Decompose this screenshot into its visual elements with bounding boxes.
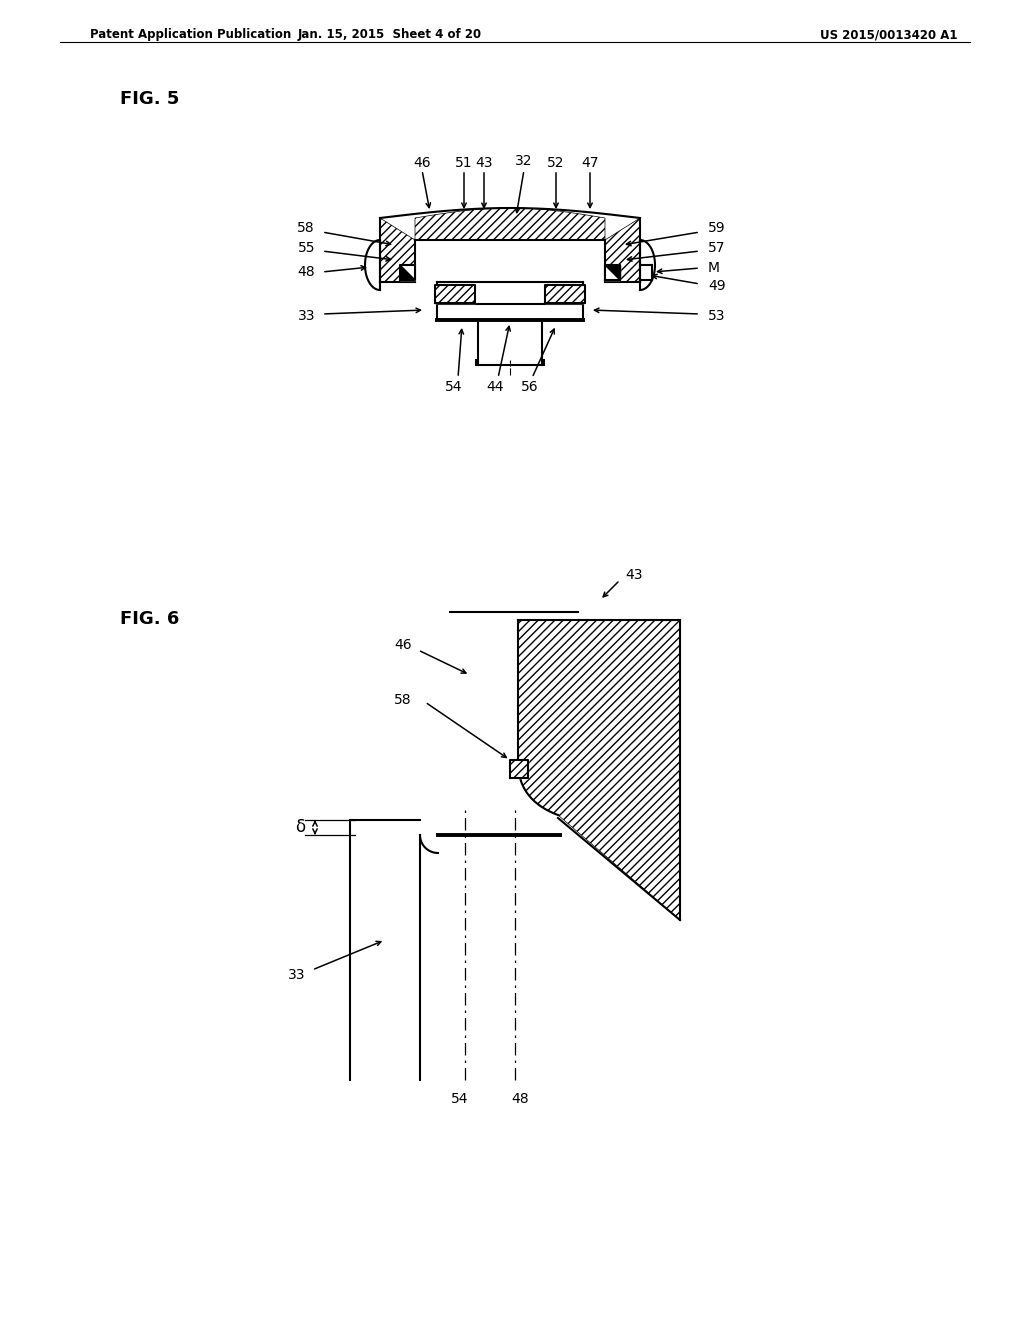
- Polygon shape: [605, 218, 640, 282]
- Text: 48: 48: [297, 265, 315, 279]
- Text: US 2015/0013420 A1: US 2015/0013420 A1: [820, 28, 957, 41]
- Polygon shape: [435, 285, 475, 304]
- Polygon shape: [510, 760, 528, 777]
- Text: M: M: [708, 261, 720, 275]
- Text: 49: 49: [708, 279, 726, 293]
- Text: 59: 59: [708, 220, 726, 235]
- Text: 43: 43: [475, 156, 493, 170]
- Text: 33: 33: [288, 968, 305, 982]
- Text: 55: 55: [298, 242, 315, 255]
- Text: 56: 56: [521, 380, 539, 393]
- Text: 52: 52: [547, 156, 565, 170]
- Text: 46: 46: [414, 156, 431, 170]
- Polygon shape: [605, 265, 620, 280]
- Text: 48: 48: [511, 1092, 528, 1106]
- Text: δ: δ: [295, 818, 305, 837]
- Polygon shape: [380, 218, 415, 282]
- Polygon shape: [400, 265, 415, 280]
- Text: 32: 32: [515, 154, 532, 168]
- Text: 54: 54: [445, 380, 463, 393]
- Polygon shape: [400, 265, 415, 280]
- Text: Patent Application Publication: Patent Application Publication: [90, 28, 291, 41]
- Text: FIG. 6: FIG. 6: [120, 610, 179, 628]
- Polygon shape: [545, 285, 585, 304]
- Polygon shape: [415, 209, 605, 240]
- Text: FIG. 5: FIG. 5: [120, 90, 179, 108]
- Text: 44: 44: [486, 380, 504, 393]
- Text: 43: 43: [625, 568, 642, 582]
- Text: 51: 51: [456, 156, 473, 170]
- Text: Jan. 15, 2015  Sheet 4 of 20: Jan. 15, 2015 Sheet 4 of 20: [298, 28, 482, 41]
- Polygon shape: [605, 265, 620, 280]
- Text: 54: 54: [452, 1092, 469, 1106]
- Text: 33: 33: [298, 309, 315, 323]
- Text: 58: 58: [394, 693, 412, 708]
- Polygon shape: [518, 620, 680, 920]
- Text: 57: 57: [708, 242, 725, 255]
- Text: 47: 47: [582, 156, 599, 170]
- Text: 53: 53: [708, 309, 725, 323]
- Text: 58: 58: [297, 220, 315, 235]
- Text: 46: 46: [394, 638, 412, 652]
